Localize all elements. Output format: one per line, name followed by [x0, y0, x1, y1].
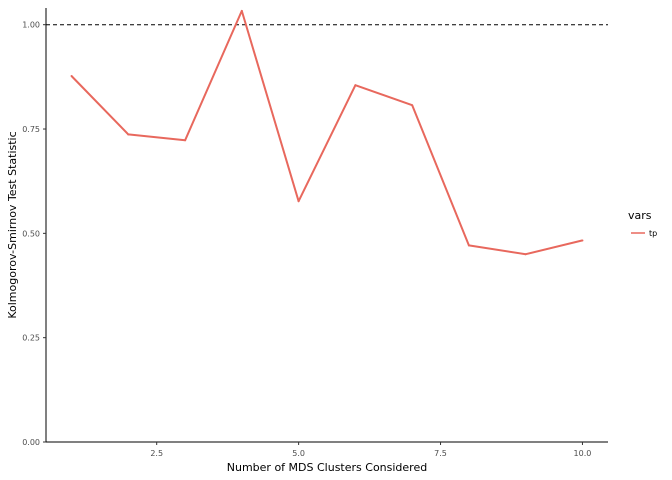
y-tick-label: 1.00	[22, 21, 40, 30]
x-axis-title: Number of MDS Clusters Considered	[227, 461, 427, 474]
data-point-tp	[70, 75, 73, 78]
legend: vars tp	[628, 209, 657, 238]
y-tick-label: 0.50	[22, 229, 40, 238]
x-tick-label: 10.0	[574, 449, 592, 458]
data-point-tp	[467, 244, 470, 247]
data-point-tp	[581, 239, 584, 242]
x-tick-label: 7.5	[434, 449, 447, 458]
series-layer	[70, 9, 584, 256]
y-tick-label: 0.00	[22, 438, 40, 447]
data-point-tp	[354, 84, 357, 87]
data-point-tp	[240, 9, 243, 12]
x-tick-label: 5.0	[292, 449, 305, 458]
y-tick-label: 0.25	[22, 334, 40, 343]
plot-panel: 2.5 5.0 7.5 10.0 0.00 0.25 0.50 0.75 1.00	[22, 8, 608, 458]
x-tick-label: 2.5	[150, 449, 163, 458]
legend-title: vars	[628, 209, 652, 222]
x-ticks: 2.5 5.0 7.5 10.0	[150, 442, 591, 458]
data-point-tp	[127, 133, 130, 136]
legend-label-tp: tp	[649, 229, 657, 238]
y-tick-label: 0.75	[22, 125, 40, 134]
data-point-tp	[184, 139, 187, 142]
series-line-tp	[70, 9, 583, 256]
data-point-tp	[524, 253, 527, 256]
data-point-tp	[297, 200, 300, 203]
data-point-tp	[411, 104, 414, 107]
y-ticks: 0.00 0.25 0.50 0.75 1.00	[22, 21, 46, 447]
y-axis-title: Kolmogorov-Smirnov Test Statistic	[6, 131, 19, 318]
